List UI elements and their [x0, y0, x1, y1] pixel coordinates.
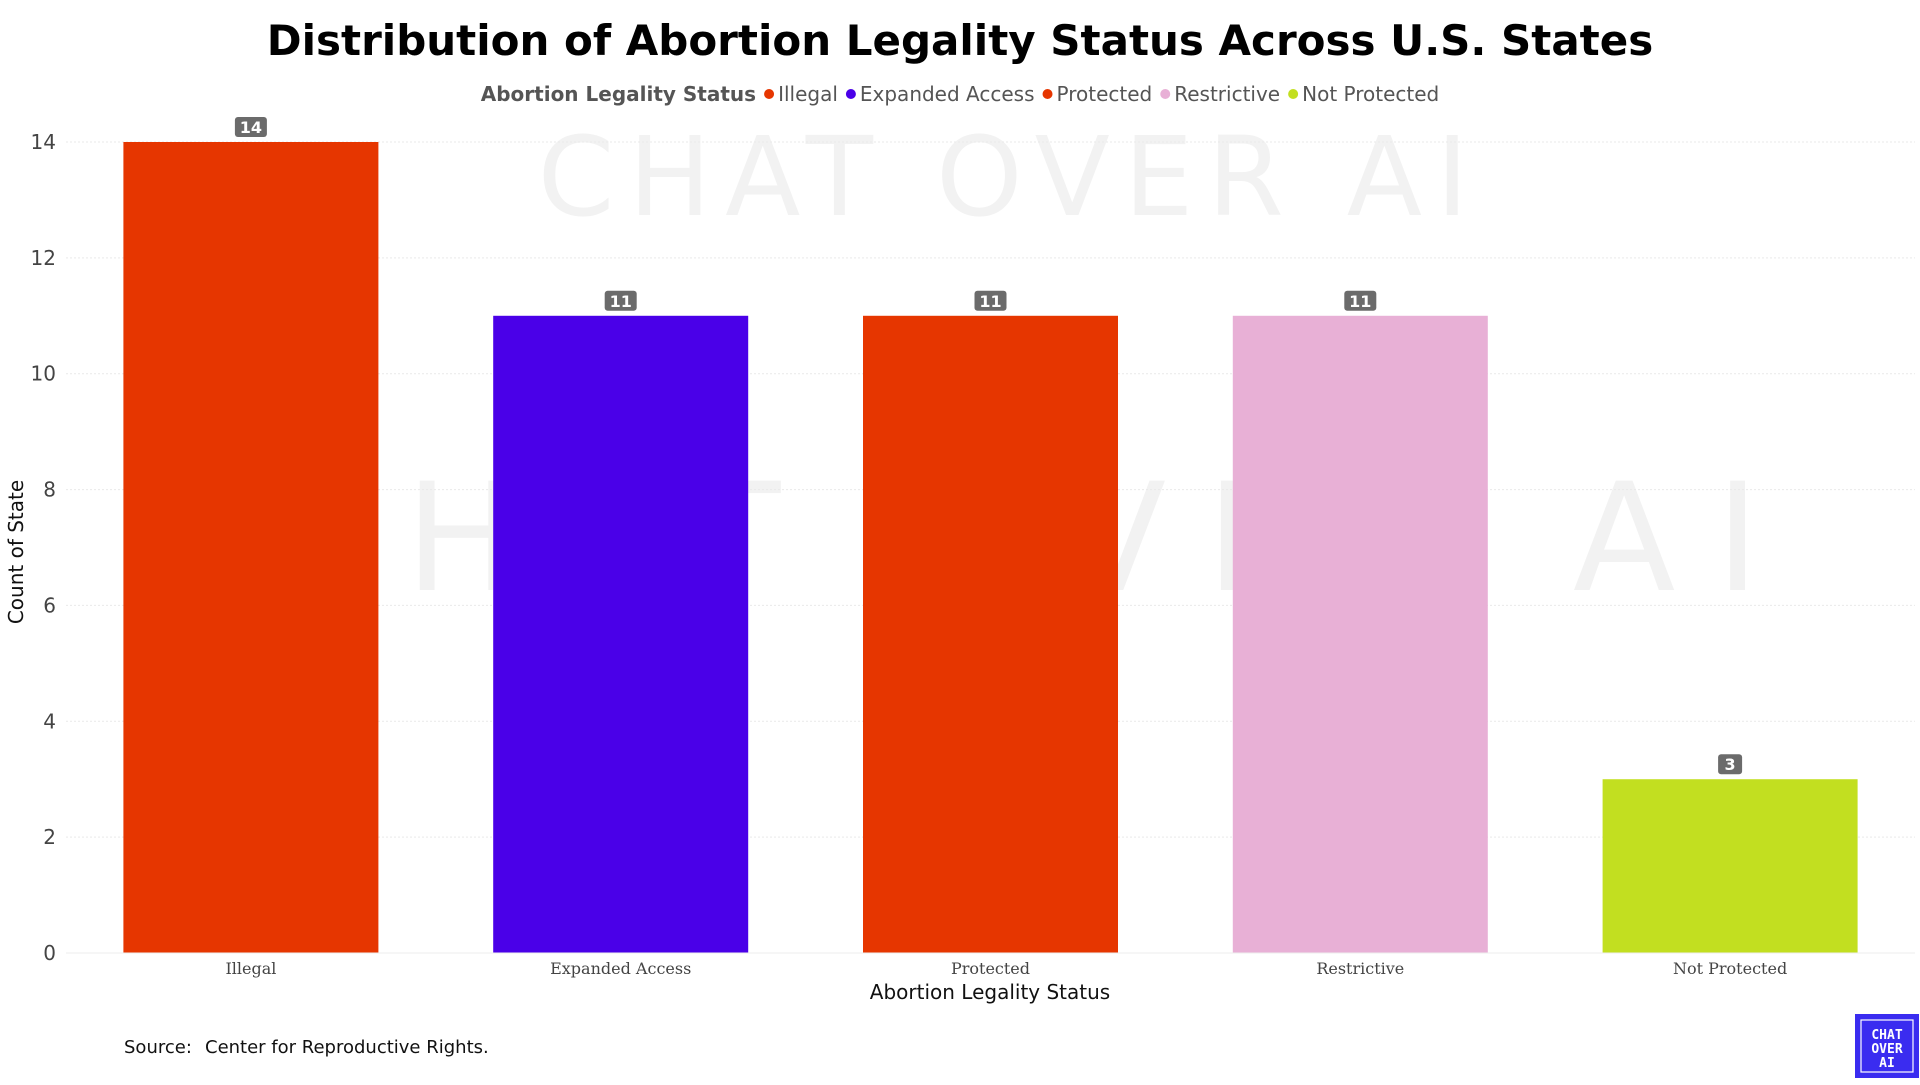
source-label: Source: [124, 1037, 192, 1058]
y-axis-title: Count of State [4, 480, 28, 624]
data-label-badge [234, 117, 267, 137]
legend-entry-protected: Protected [1042, 82, 1153, 106]
axes-layer: 0 2 4 6 8 10 12 14 Illegal Expanded Access Protect… [31, 130, 1915, 978]
bar-not-protected [1602, 779, 1858, 953]
y-tick-label: 14 [31, 130, 56, 154]
data-label: 3 [1725, 755, 1736, 774]
x-tick-label: Expanded Access [550, 959, 691, 978]
x-axis-title: Abortion Legality Status [870, 980, 1110, 1004]
legend-entry-restrictive: Restrictive [1160, 82, 1280, 106]
logo-line-1: CHAT [1871, 1028, 1902, 1043]
legend-entry-expanded-access: Expanded Access [845, 82, 1035, 106]
y-tick-label: 8 [43, 478, 56, 502]
x-tick-label: Illegal [225, 959, 276, 978]
data-label-badge [974, 290, 1007, 311]
legend-label: Expanded Access [860, 82, 1035, 106]
data-label: 11 [610, 292, 632, 311]
y-tick-label: 12 [31, 246, 56, 270]
logo-border [1860, 1019, 1914, 1073]
x-tick-label: Not Protected [1673, 959, 1787, 978]
legend-marker [764, 89, 775, 99]
legend-title: Abortion Legality Status [481, 82, 756, 106]
bars-layer [123, 142, 1858, 953]
data-label: 11 [979, 292, 1001, 311]
legend-entry-illegal: Illegal [764, 82, 838, 106]
x-tick-label: Restrictive [1316, 959, 1404, 978]
y-tick-label: 2 [43, 825, 56, 849]
legend: Abortion Legality Status Illegal Expanded … [481, 82, 1439, 106]
watermark-top: CHAT OVER AI [538, 113, 1483, 241]
x-tick-label: Protected [951, 959, 1030, 978]
bar-protected [863, 315, 1118, 953]
legend-marker [1160, 89, 1171, 99]
legend-label: Illegal [778, 82, 838, 106]
data-label-badge [604, 290, 637, 311]
y-tick-label: 10 [31, 362, 56, 386]
legend-entry-not-protected: Not Protected [1288, 82, 1439, 106]
legend-label: Restrictive [1174, 82, 1280, 106]
bar-restrictive [1232, 315, 1488, 953]
legend-marker [1042, 89, 1053, 99]
logo-background [1855, 1014, 1919, 1078]
labels-layer: 14 11 11 11 3 [234, 117, 1743, 775]
data-label-badge [1718, 754, 1743, 775]
legend-label: Protected [1057, 82, 1153, 106]
data-label: 11 [1349, 292, 1371, 311]
source-note: Source: Center for Reproductive Rights. [124, 1037, 489, 1058]
legend-marker [1288, 89, 1299, 99]
source-text: Center for Reproductive Rights. [205, 1037, 489, 1058]
y-tick-label: 6 [43, 593, 56, 617]
legend-marker [845, 89, 856, 99]
logo-line-3: AI [1879, 1056, 1895, 1071]
y-tick-label: 0 [43, 941, 56, 965]
chart-title: Distribution of Abortion Legality Status… [267, 16, 1654, 65]
data-label-badge [1344, 290, 1377, 311]
y-tick-label: 4 [43, 709, 56, 733]
chat-over-ai-logo: CHAT OVER AI [1855, 1014, 1919, 1078]
logo-line-2: OVER [1871, 1042, 1902, 1057]
data-label: 14 [240, 118, 262, 137]
bar-illegal [123, 142, 379, 953]
legend-label: Not Protected [1302, 82, 1439, 106]
bar-expanded-access [493, 315, 749, 953]
